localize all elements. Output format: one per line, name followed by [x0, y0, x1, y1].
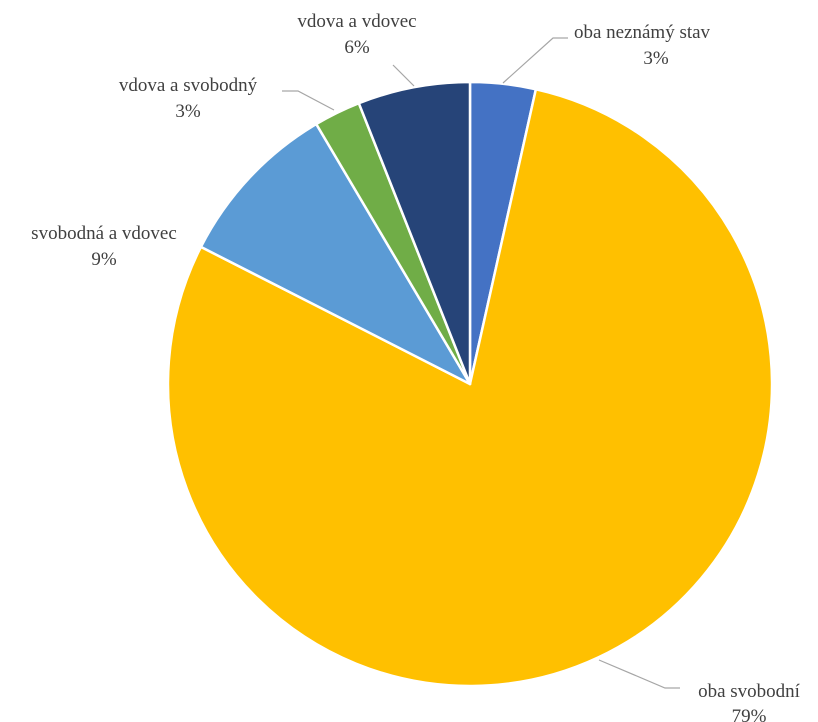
label-leader-lines — [282, 37, 680, 689]
data-label-oba-neznamy-stav: oba neznámý stav 3% — [574, 22, 711, 69]
slice-label-name: svobodná a vdovec — [31, 223, 177, 244]
slice-label-name: vdova a svobodný — [119, 75, 258, 96]
slice-label-percent: 3% — [643, 48, 669, 69]
leader-line — [282, 90, 335, 111]
slice-label-percent: 6% — [344, 37, 370, 58]
slice-label-name: oba svobodní — [698, 681, 801, 702]
data-label-oba-svobodni: oba svobodní 79% — [698, 681, 801, 722]
leader-line — [502, 37, 568, 84]
slice-label-name: vdova a vdovec — [297, 11, 416, 32]
slice-label-name: oba neznámý stav — [574, 22, 711, 43]
slice-label-percent: 9% — [91, 249, 117, 270]
pie-slice-vdova-a-vdovec — [357, 80, 472, 386]
data-label-svobodna-a-vdovec: svobodná a vdovec 9% — [31, 223, 177, 270]
leader-line — [392, 64, 415, 87]
slice-label-percent: 3% — [175, 101, 201, 122]
pie-slice-svobodná-a-vdovec — [199, 122, 472, 386]
pie-slices — [166, 80, 774, 688]
leader-line — [598, 659, 680, 689]
data-label-vdova-a-vdovec: vdova a vdovec 6% — [297, 11, 416, 58]
data-label-vdova-a-svobodny: vdova a svobodný 3% — [119, 75, 258, 122]
pie-slice-oba-svobodní — [166, 88, 774, 688]
slice-label-percent: 79% — [732, 706, 767, 722]
